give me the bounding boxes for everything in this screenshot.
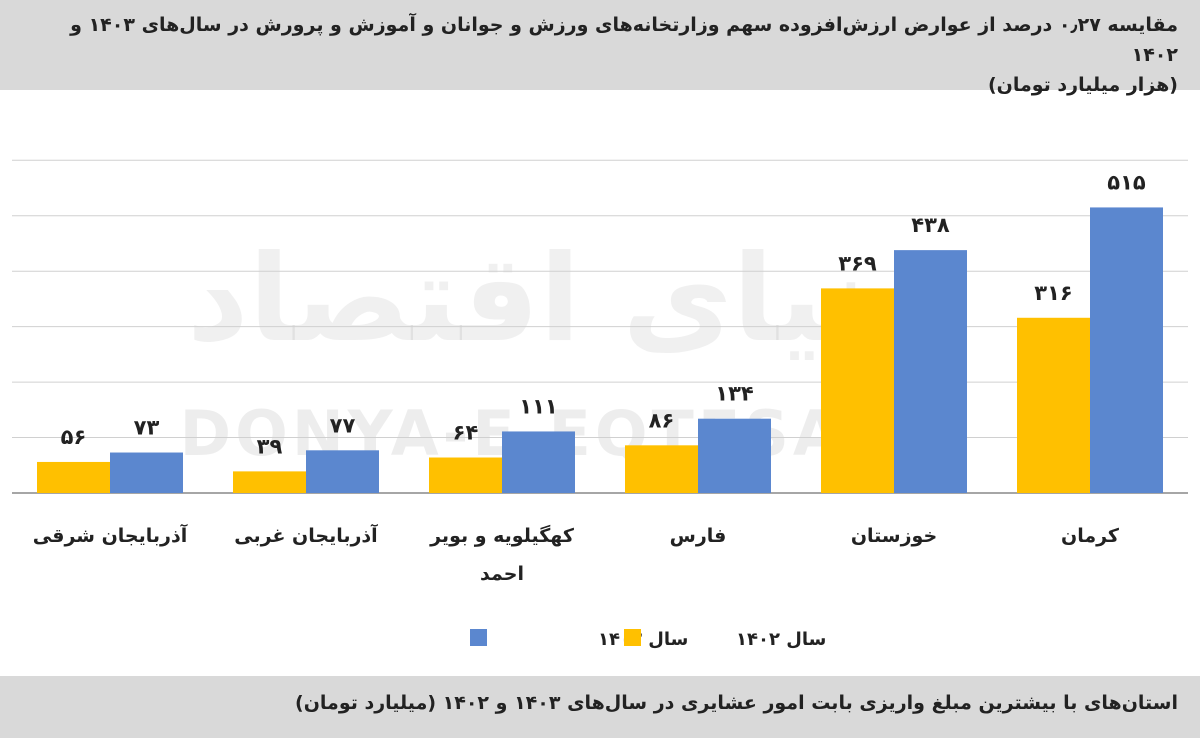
legend-swatch (624, 629, 641, 646)
category-labels: آذربایجان شرقی آذربایجان غربی کهگیلویه و ب… (33, 523, 1120, 585)
category-label: آذربایجان شرقی (33, 523, 188, 547)
category-label: کرمان (1061, 525, 1120, 547)
bar-1403 (894, 250, 967, 493)
bar-1402 (37, 461, 110, 493)
value-labels: ۵۶ ۷۳ ۳۹ ۷۷ ۶۴ ۱۱۱ ۸۶ ۱۳۴ ۳۶۹ ۴۳۸ ۳۱۶ ۵۱۵ (61, 170, 1146, 458)
legend-swatch (470, 629, 487, 646)
value-label: ۸۶ (649, 408, 675, 432)
bar-1403 (1090, 207, 1163, 493)
value-label: ۱۳۴ (715, 382, 754, 406)
chart-subtitle: (هزار میلیارد تومان) (987, 74, 1178, 96)
value-label: ۵۱۵ (1107, 170, 1146, 194)
title-bar: مقایسه ۰٫۲۷ درصد از عوارض ارزش‌افزوده سه… (0, 0, 1200, 96)
value-label: ۱۱۱ (519, 394, 557, 418)
legend-label: سال ۱۴۰۲ (736, 629, 826, 650)
bar-1402 (429, 457, 502, 493)
bars (37, 207, 1163, 493)
chart-title: مقایسه ۰٫۲۷ درصد از عوارض ارزش‌افزوده سه… (28, 10, 1178, 100)
bar-1402 (625, 445, 698, 493)
watermark-fa: دنیای اقتصاد (187, 230, 933, 369)
category-label: کهگیلویه و بویر (429, 524, 575, 547)
category-label: احمد (480, 563, 524, 585)
value-label: ۷۷ (330, 413, 356, 437)
bar-1403 (306, 450, 379, 493)
bar-1403 (110, 452, 183, 493)
bar-chart: دنیای اقتصادDONYA-E-EQTESAD ۵۶۷۳۳۹۷۷۶۴۱۱… (12, 159, 1188, 650)
bar-1402 (1017, 317, 1090, 493)
category-label: خوزستان (851, 525, 937, 547)
value-label: ۴۳۸ (911, 213, 950, 237)
legend: سال ۱۴۰۳ سال ۱۴۰۲ (470, 629, 826, 650)
caption-bar: استان‌های با بیشترین مبلغ واریزی بابت ام… (0, 676, 1200, 738)
category-label: آذربایجان غربی (234, 523, 378, 547)
category-label: فارس (670, 525, 727, 547)
value-label: ۷۳ (134, 416, 160, 440)
bar-1402 (233, 471, 306, 493)
value-label: ۳۱۶ (1034, 281, 1072, 305)
value-label: ۳۶۹ (838, 251, 877, 275)
bar-1403 (502, 431, 575, 493)
bar-1402 (821, 288, 894, 493)
legend-label: سال ۱۴۰۳ (598, 629, 688, 650)
value-label: ۵۶ (61, 425, 87, 449)
chart-title-text: مقایسه ۰٫۲۷ درصد از عوارض ارزش‌افزوده سه… (70, 14, 1178, 66)
bar-1403 (698, 418, 771, 493)
value-label: ۳۹ (257, 434, 283, 458)
chart-caption: استان‌های با بیشترین مبلغ واریزی بابت ام… (295, 692, 1178, 714)
gridlines (12, 159, 1188, 494)
value-label: ۶۴ (453, 421, 479, 445)
